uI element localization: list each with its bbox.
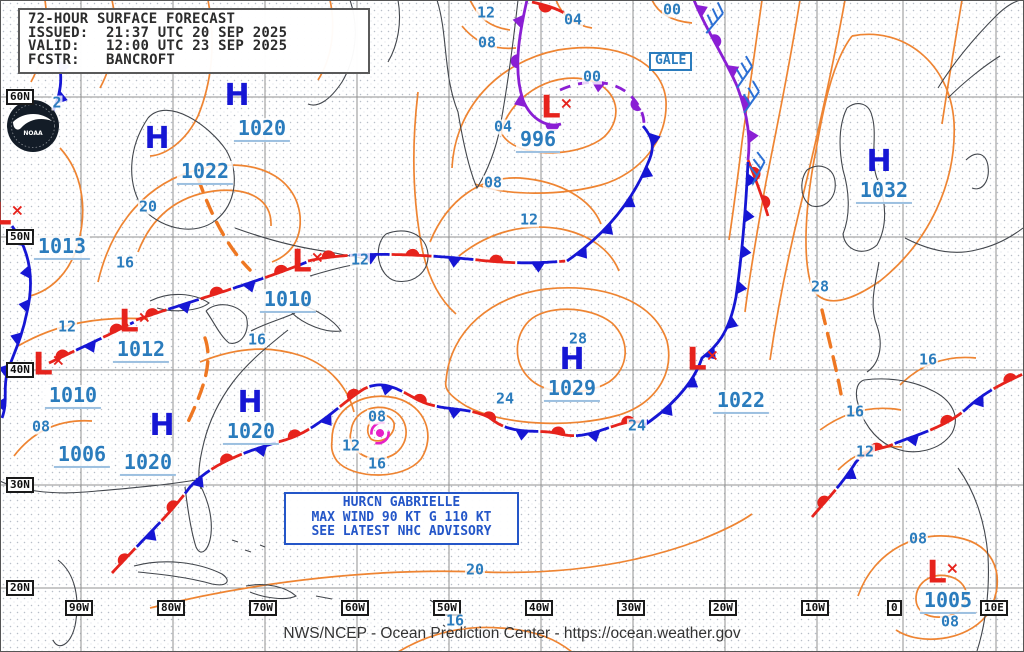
hurricane-advisory-box: HURCN GABRIELLE MAX WIND 90 KT G 110 KT … [284,492,519,545]
low-pressure-value: 1013 [33,235,91,260]
lat-label: 30N [6,477,34,493]
isobar-label: 24 [494,389,516,408]
isobar-label: 16 [444,611,466,630]
lon-label: 10E [980,600,1008,616]
lon-label: 10W [801,600,829,616]
low-pressure-value: 1010 [259,288,317,313]
lon-label: 40W [525,600,553,616]
pressure-value: 1006 [53,443,111,468]
isobar-label: 04 [562,10,584,29]
high-pressure-value: 1020 [222,420,280,445]
issued-label: ISSUED: [28,24,89,41]
valid-label: VALID: [28,38,80,54]
isobar-label: 12 [340,436,362,455]
low-pressure-symbol: L× [686,341,720,378]
isobar-label: 08 [939,612,961,631]
lat-label: 50N [6,229,34,245]
high-pressure-symbol: H [224,77,250,113]
forecaster-label: FCSTR: [28,51,80,68]
high-pressure-value: 1029 [543,377,601,402]
high-pressure-value: 1032 [855,179,913,204]
low-pressure-symbol: L× [118,303,152,340]
isobar-label: 2 [51,93,63,112]
storm-wind: MAX WIND 90 KT G 110 KT [311,509,492,525]
low-pressure-value: 1010 [44,384,102,409]
isobar-label: 12 [56,317,78,336]
forecast-header: 72-HOUR SURFACE FORECAST ISSUED: 21:37 UT… [18,8,370,74]
isobar-label: 00 [581,67,603,86]
isobar-label: 16 [246,330,268,349]
isobar-label: 08 [30,417,52,436]
lon-label: 60W [341,600,369,616]
isobar-label: 16 [366,454,388,473]
low-pressure-value: 1012 [112,338,170,363]
high-pressure-symbol: H [237,384,263,420]
isobar-label: 12 [349,250,371,269]
high-pressure-symbol: H [144,120,170,156]
high-pressure-value: 1022 [176,160,234,185]
isobar-label: 16 [114,253,136,272]
isobar-label: 00 [661,0,683,19]
trough-lines [186,176,843,424]
wind-barbs [705,1,766,186]
isobar-label: 12 [518,210,540,229]
lon-label: 90W [65,600,93,616]
map-footer-caption: NWS/NCEP - Ocean Prediction Center - htt… [283,625,741,642]
low-pressure-value: 1005 [919,589,977,614]
isobar-label: 24 [626,416,648,435]
isobar-label: 12 [854,442,876,461]
isobar-label: 28 [809,277,831,296]
isobar-label: 16 [917,350,939,369]
issued-time: 21:37 UTC 20 SEP 2025 [106,24,288,41]
lat-label: 20N [6,580,34,596]
lat-label: 60N [6,89,34,105]
isobar-label: 08 [907,529,929,548]
low-pressure-value: 996 [515,128,561,153]
storm-name: HURCN GABRIELLE [342,495,461,510]
lon-label: 30W [617,600,645,616]
high-pressure-symbol: H [149,407,175,443]
isobar-label: 08 [366,407,388,426]
isobar-label: 16 [844,402,866,421]
isobars [13,0,999,652]
storm-advisory: SEE LATEST NHC ADVISORY [311,524,492,539]
low-pressure-value: 1022 [712,389,770,414]
lon-label: 70W [249,600,277,616]
isobar-label: 28 [567,329,589,348]
noaa-logo-text: NOAA [23,130,43,137]
lon-label: 80W [157,600,185,616]
forecaster-name: BANCROFT [106,51,176,68]
low-pressure-symbol: L× [0,196,25,233]
low-pressure-symbol: L× [32,346,66,383]
gale-warning-label: GALE [649,52,693,71]
high-pressure-symbol: H [866,143,892,179]
low-pressure-symbol: L× [291,243,325,280]
isobar-label: 08 [482,173,504,192]
isobar-label: 20 [137,197,159,216]
lon-label: 20W [709,600,737,616]
low-pressure-symbol: L× [540,89,574,126]
noaa-logo-icon: NOAA [7,100,59,152]
isobar-label: 04 [492,117,514,136]
high-pressure-value: 1020 [233,118,291,142]
low-pressure-symbol: L× [926,554,960,591]
valid-time: 12:00 UTC 23 SEP 2025 [106,38,288,54]
isobar-label: 20 [464,560,486,579]
isobar-label: 12 [475,3,497,22]
high-pressure-symbol: H [559,341,585,377]
isobar-label: 08 [476,33,498,52]
high-pressure-value: 1020 [119,451,177,476]
forecast-title: 72-HOUR SURFACE FORECAST [28,11,236,27]
lat-label: 40N [6,362,34,378]
lon-label: 0 [887,600,902,616]
